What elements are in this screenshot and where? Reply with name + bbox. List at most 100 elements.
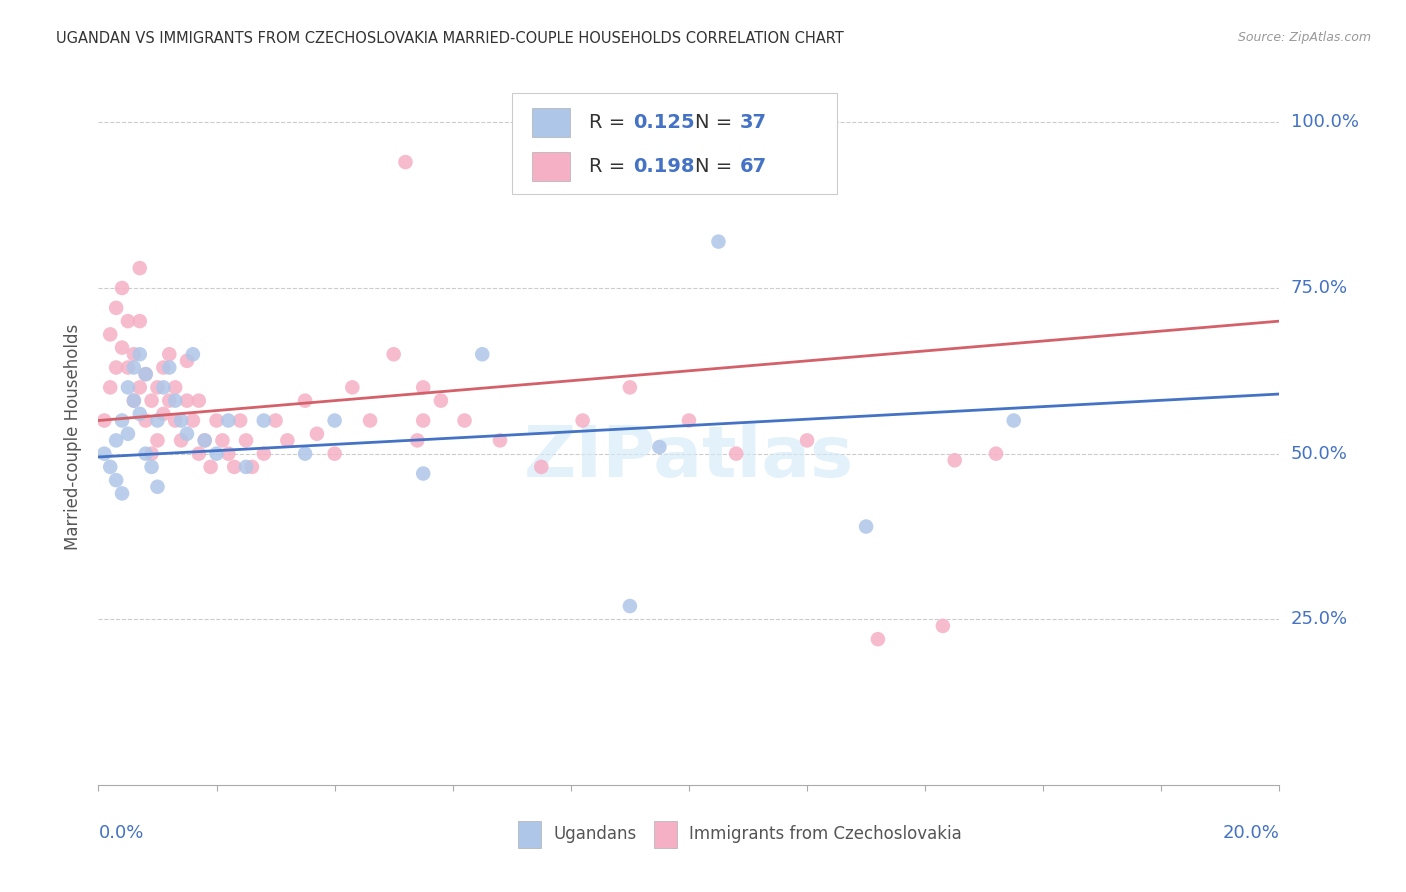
Point — [430, 393, 453, 408]
Point — [93, 413, 115, 427]
Point — [122, 393, 145, 408]
Point — [229, 413, 252, 427]
Text: N =: N = — [695, 113, 738, 132]
Point — [294, 393, 316, 408]
Point — [128, 347, 150, 361]
FancyBboxPatch shape — [517, 822, 541, 847]
Point — [276, 434, 298, 448]
Point — [176, 393, 198, 408]
Point — [323, 447, 346, 461]
Point — [98, 459, 121, 474]
Text: 100.0%: 100.0% — [1291, 113, 1358, 131]
Point — [217, 447, 239, 461]
Text: 0.125: 0.125 — [634, 113, 695, 132]
Point — [117, 380, 139, 394]
Point — [235, 459, 257, 474]
Point — [98, 327, 121, 342]
Point — [135, 367, 157, 381]
Point — [152, 380, 174, 394]
FancyBboxPatch shape — [654, 822, 678, 847]
Point — [530, 459, 553, 474]
Point — [187, 393, 209, 408]
Point — [146, 413, 169, 427]
Text: R =: R = — [589, 113, 631, 132]
Point — [294, 447, 316, 461]
Point — [170, 434, 193, 448]
Point — [165, 413, 187, 427]
Point — [146, 480, 169, 494]
Point — [187, 447, 209, 461]
Point — [217, 413, 239, 427]
Point — [105, 473, 128, 487]
Point — [111, 281, 134, 295]
Point — [117, 360, 139, 375]
Point — [412, 467, 434, 481]
Point — [471, 347, 494, 361]
Point — [111, 413, 134, 427]
Y-axis label: Married-couple Households: Married-couple Households — [65, 324, 83, 550]
Text: 20.0%: 20.0% — [1223, 824, 1279, 842]
Point — [157, 360, 180, 375]
Point — [224, 459, 246, 474]
Point — [725, 447, 748, 461]
Point — [205, 413, 228, 427]
Point — [707, 235, 730, 249]
Point — [105, 301, 128, 315]
Point — [406, 434, 429, 448]
Point — [932, 619, 955, 633]
Point — [235, 434, 257, 448]
Text: 75.0%: 75.0% — [1291, 279, 1348, 297]
FancyBboxPatch shape — [531, 108, 569, 137]
Point — [359, 413, 381, 427]
Point — [141, 459, 163, 474]
Point — [122, 347, 145, 361]
FancyBboxPatch shape — [531, 152, 569, 181]
Point — [111, 486, 134, 500]
Point — [176, 354, 198, 368]
Point — [98, 380, 121, 394]
Point — [128, 380, 150, 394]
Point — [205, 447, 228, 461]
Point — [141, 393, 163, 408]
Point — [1002, 413, 1025, 427]
Point — [648, 440, 671, 454]
Point — [157, 393, 180, 408]
Point — [253, 447, 276, 461]
Point — [111, 341, 134, 355]
Point — [122, 393, 145, 408]
Point — [412, 380, 434, 394]
Point — [264, 413, 287, 427]
Point — [165, 393, 187, 408]
Point — [342, 380, 364, 394]
Point — [152, 360, 174, 375]
Point — [117, 314, 139, 328]
Point — [412, 413, 434, 427]
Point — [194, 434, 217, 448]
Point — [305, 426, 328, 441]
Point — [93, 447, 115, 461]
Point — [122, 360, 145, 375]
Point — [394, 155, 416, 169]
Point — [135, 447, 157, 461]
Point — [240, 459, 263, 474]
Text: R =: R = — [589, 157, 631, 176]
Point — [253, 413, 276, 427]
Point — [678, 413, 700, 427]
Point — [170, 413, 193, 427]
Point — [796, 434, 818, 448]
Point — [152, 407, 174, 421]
Point — [135, 413, 157, 427]
Point — [323, 413, 346, 427]
Point — [105, 360, 128, 375]
Text: Source: ZipAtlas.com: Source: ZipAtlas.com — [1237, 31, 1371, 45]
Point — [984, 447, 1007, 461]
Text: 50.0%: 50.0% — [1291, 444, 1347, 463]
Point — [211, 434, 233, 448]
Text: 0.0%: 0.0% — [98, 824, 143, 842]
Point — [128, 407, 150, 421]
Point — [866, 632, 889, 647]
FancyBboxPatch shape — [512, 93, 837, 194]
Point — [571, 413, 593, 427]
Point — [382, 347, 405, 361]
Point — [181, 347, 204, 361]
